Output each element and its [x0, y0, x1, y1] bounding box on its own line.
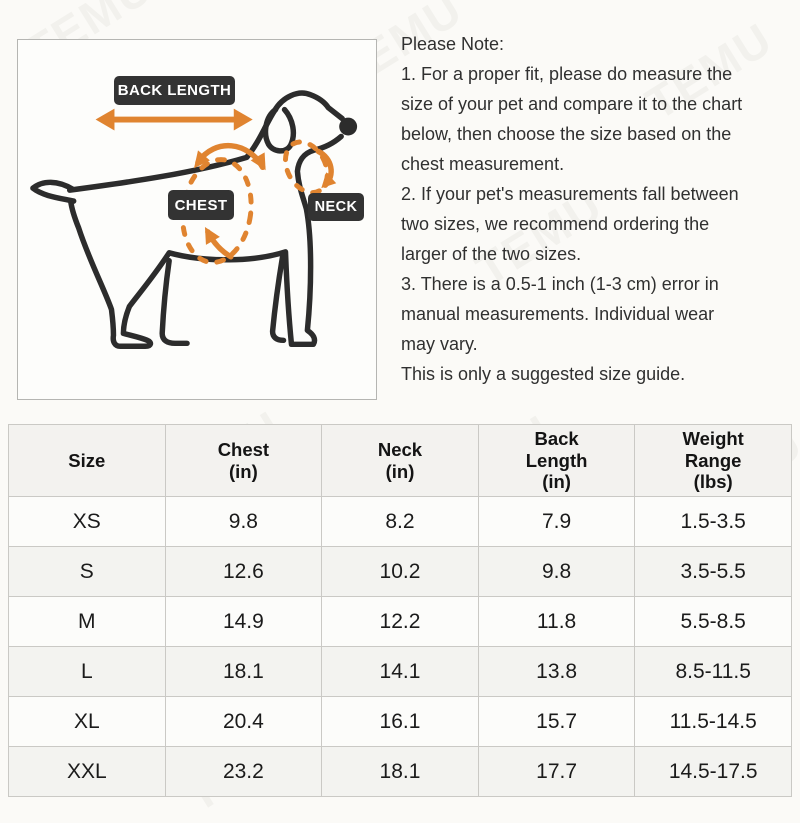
- table-cell: 7.9: [477, 496, 636, 547]
- size-chart-header: Size Chest (in) Neck (in) Back Length (i…: [8, 424, 792, 497]
- chest-measure-ellipse: [180, 157, 254, 265]
- note-line: below, then choose the size based on the: [401, 124, 732, 144]
- table-cell: 9.8: [477, 546, 636, 597]
- table-header-back-length: Back Length (in): [477, 424, 636, 497]
- dog-nose: [339, 117, 358, 136]
- back-length-label: BACK LENGTH: [114, 76, 235, 105]
- neck-measure-ellipse: [282, 139, 330, 196]
- note-line: may vary.: [401, 334, 478, 354]
- table-header-row: Size Chest (in) Neck (in) Back Length (i…: [8, 424, 792, 497]
- note-line: chest measurement.: [401, 154, 565, 174]
- dog-far-rear-leg: [159, 258, 190, 347]
- size-chart-table: Size Chest (in) Neck (in) Back Length (i…: [8, 424, 792, 797]
- table-cell: 14.5-17.5: [634, 746, 792, 797]
- note-line: manual measurements. Individual wear: [401, 304, 715, 324]
- chest-arrowhead-top-left: [194, 150, 210, 169]
- note-line: two sizes, we recommend ordering the: [401, 214, 710, 234]
- table-cell: XS: [8, 496, 166, 547]
- dog-far-front-leg: [269, 254, 287, 344]
- dog-body-legs-outline: [67, 133, 344, 350]
- table-row-xl: XL 20.4 16.1 15.7 11.5-14.5: [8, 696, 792, 747]
- table-cell: 8.2: [321, 496, 479, 547]
- table-header-chest: Chest (in): [164, 424, 323, 497]
- chest-arrowhead-bottom: [204, 226, 220, 245]
- table-cell: 11.5-14.5: [634, 696, 792, 747]
- table-cell: 14.1: [321, 646, 479, 697]
- table-header-neck: Neck (in): [321, 424, 479, 497]
- note-line: larger of the two sizes.: [401, 244, 582, 264]
- measurement-marks-group: [95, 108, 337, 265]
- table-cell: 13.8: [477, 646, 636, 697]
- table-cell: 18.1: [321, 746, 479, 797]
- dog-outline-group: [30, 90, 358, 350]
- table-cell: 10.2: [321, 546, 479, 597]
- chest-label: CHEST: [168, 190, 234, 220]
- table-header-size: Size: [8, 424, 166, 497]
- neck-arrowhead: [321, 172, 337, 189]
- table-cell: 14.9: [164, 596, 323, 647]
- table-cell: 23.2: [164, 746, 323, 797]
- table-row-xxl: XXL 23.2 18.1 17.7 14.5-17.5: [8, 746, 792, 797]
- table-cell: M: [8, 596, 166, 647]
- back-length-arrowhead-right: [233, 108, 253, 131]
- table-cell: 18.1: [164, 646, 323, 697]
- table-cell: 15.7: [477, 696, 636, 747]
- note-line: size of your pet and compare it to the c…: [401, 94, 743, 114]
- table-cell: 8.5-11.5: [634, 646, 792, 697]
- table-row-xs: XS 9.8 8.2 7.9 1.5-3.5: [8, 496, 792, 547]
- table-cell: XL: [8, 696, 166, 747]
- table-cell: 12.2: [321, 596, 479, 647]
- table-cell: 12.6: [164, 546, 323, 597]
- measurement-diagram-panel: BACK LENGTH CHEST NECK: [17, 39, 377, 400]
- table-cell: S: [8, 546, 166, 597]
- table-header-weight: Weight Range (lbs): [634, 424, 792, 497]
- table-cell: 16.1: [321, 696, 479, 747]
- table-cell: 3.5-5.5: [634, 546, 792, 597]
- note-line: 3. There is a 0.5-1 inch (1-3 cm) error …: [401, 274, 719, 294]
- size-chart-body: XS 9.8 8.2 7.9 1.5-3.5 S 12.6 10.2 9.8 3…: [8, 496, 792, 797]
- table-cell: L: [8, 646, 166, 697]
- table-row-s: S 12.6 10.2 9.8 3.5-5.5: [8, 546, 792, 597]
- table-row-m: M 14.9 12.2 11.8 5.5-8.5: [8, 596, 792, 647]
- table-cell: XXL: [8, 746, 166, 797]
- table-cell: 5.5-8.5: [634, 596, 792, 647]
- table-cell: 1.5-3.5: [634, 496, 792, 547]
- table-cell: 11.8: [477, 596, 636, 647]
- table-cell: 17.7: [477, 746, 636, 797]
- note-line: 2. If your pet's measurements fall betwe…: [401, 184, 739, 204]
- note-title: Please Note:: [401, 34, 505, 54]
- back-length-arrowhead-left: [95, 108, 115, 131]
- neck-label: NECK: [308, 193, 364, 221]
- table-cell: 20.4: [164, 696, 323, 747]
- chest-arrowhead-top-right: [250, 152, 266, 171]
- dog-tail: [30, 179, 77, 204]
- note-line: 1. For a proper fit, please do measure t…: [401, 64, 733, 84]
- dog-illustration: [30, 90, 358, 350]
- note-section: Please Note: 1. For a proper fit, please…: [401, 29, 797, 389]
- table-row-l: L 18.1 14.1 13.8 8.5-11.5: [8, 646, 792, 697]
- table-cell: 9.8: [164, 496, 323, 547]
- note-line: This is only a suggested size guide.: [401, 364, 686, 384]
- dog-ear: [262, 106, 297, 154]
